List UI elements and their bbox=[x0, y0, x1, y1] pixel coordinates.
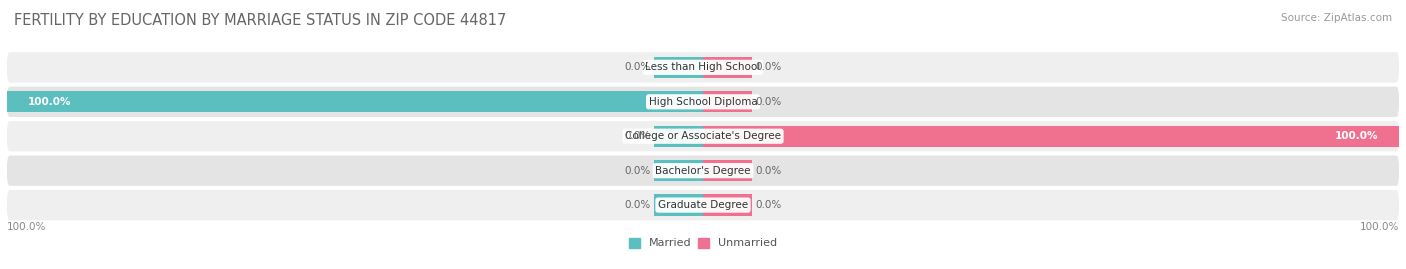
Text: College or Associate's Degree: College or Associate's Degree bbox=[626, 131, 780, 141]
Text: 100.0%: 100.0% bbox=[28, 97, 72, 107]
Bar bbox=[703, 91, 752, 112]
FancyBboxPatch shape bbox=[7, 87, 1399, 117]
Bar bbox=[654, 91, 703, 112]
FancyBboxPatch shape bbox=[7, 121, 1399, 151]
Text: 0.0%: 0.0% bbox=[624, 62, 651, 72]
Bar bbox=[703, 160, 752, 181]
Text: 0.0%: 0.0% bbox=[755, 62, 782, 72]
Bar bbox=[703, 126, 752, 147]
Text: 0.0%: 0.0% bbox=[755, 200, 782, 210]
Text: Source: ZipAtlas.com: Source: ZipAtlas.com bbox=[1281, 13, 1392, 23]
FancyBboxPatch shape bbox=[7, 52, 1399, 83]
Text: FERTILITY BY EDUCATION BY MARRIAGE STATUS IN ZIP CODE 44817: FERTILITY BY EDUCATION BY MARRIAGE STATU… bbox=[14, 13, 506, 29]
Bar bbox=[654, 126, 703, 147]
Bar bbox=[654, 57, 703, 78]
FancyBboxPatch shape bbox=[7, 190, 1399, 220]
Text: 0.0%: 0.0% bbox=[755, 166, 782, 176]
Text: 100.0%: 100.0% bbox=[7, 222, 46, 232]
Text: 0.0%: 0.0% bbox=[624, 131, 651, 141]
Bar bbox=[703, 126, 1399, 147]
Bar bbox=[703, 57, 752, 78]
Text: 0.0%: 0.0% bbox=[755, 97, 782, 107]
Text: 100.0%: 100.0% bbox=[1334, 131, 1378, 141]
Text: Graduate Degree: Graduate Degree bbox=[658, 200, 748, 210]
Legend: Married, Unmarried: Married, Unmarried bbox=[624, 233, 782, 253]
Bar bbox=[703, 194, 752, 216]
Bar bbox=[654, 194, 703, 216]
Text: High School Diploma: High School Diploma bbox=[648, 97, 758, 107]
Bar bbox=[7, 91, 703, 112]
Bar bbox=[654, 160, 703, 181]
Text: 0.0%: 0.0% bbox=[624, 200, 651, 210]
FancyBboxPatch shape bbox=[7, 155, 1399, 186]
Text: Bachelor's Degree: Bachelor's Degree bbox=[655, 166, 751, 176]
Text: 0.0%: 0.0% bbox=[624, 166, 651, 176]
Text: 100.0%: 100.0% bbox=[1360, 222, 1399, 232]
Text: Less than High School: Less than High School bbox=[645, 62, 761, 72]
